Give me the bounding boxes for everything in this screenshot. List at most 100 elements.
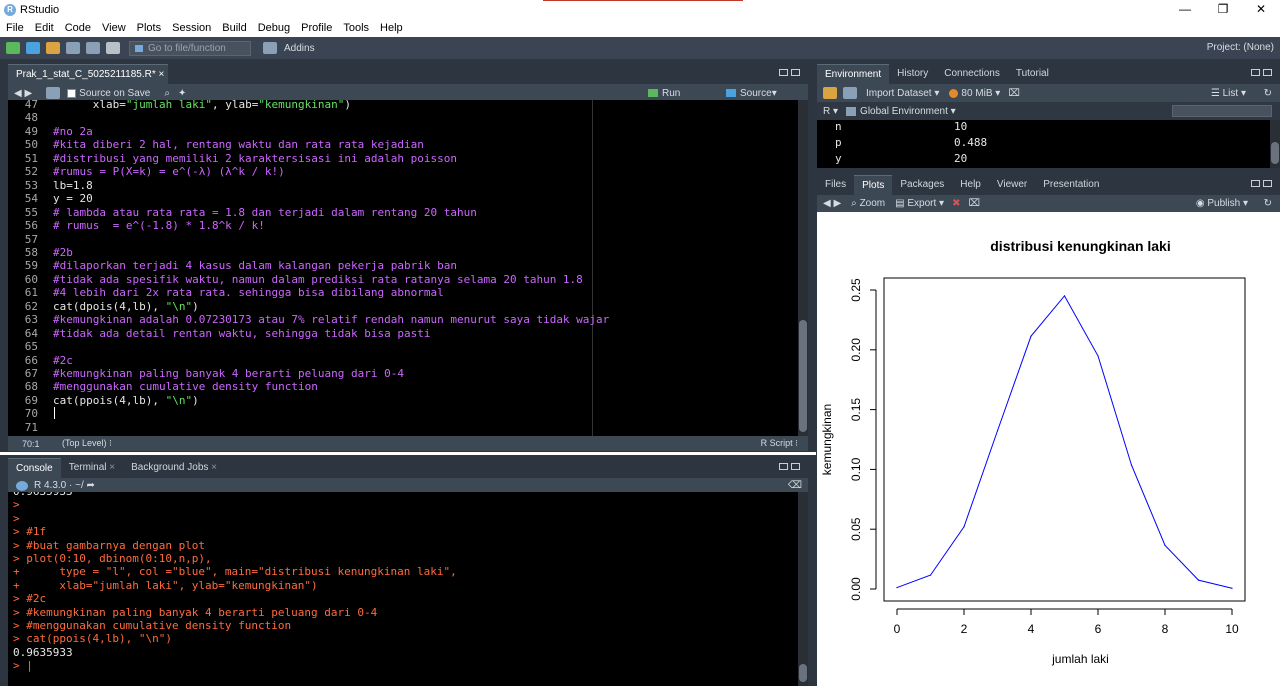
- global-environment-select[interactable]: Global Environment ▾: [860, 105, 956, 117]
- menu-view[interactable]: View: [102, 22, 126, 34]
- clear-plots-icon[interactable]: ⌧: [968, 198, 980, 209]
- scope-label: (Top Level): [62, 438, 107, 448]
- y-tick-label: 0.05: [849, 517, 863, 541]
- tab-files[interactable]: Files: [825, 179, 847, 190]
- menu-debug[interactable]: Debug: [257, 22, 291, 34]
- save-icon[interactable]: [66, 42, 80, 54]
- source-on-save-checkbox[interactable]: [67, 88, 77, 98]
- menu-edit[interactable]: Edit: [34, 22, 54, 34]
- tab-help[interactable]: Help: [960, 179, 981, 190]
- file-type-indicator[interactable]: R Script ⁝: [760, 438, 798, 448]
- source-on-save-label: Source on Save: [79, 87, 151, 99]
- tab-environment[interactable]: Environment: [817, 64, 890, 84]
- import-dataset-button[interactable]: Import Dataset ▾: [866, 87, 940, 99]
- console-window-buttons[interactable]: [776, 462, 800, 473]
- clear-console-icon[interactable]: ⌫: [787, 480, 802, 491]
- scope-indicator[interactable]: (Top Level) ⁝: [62, 438, 112, 448]
- plots-window-buttons[interactable]: [1248, 179, 1272, 190]
- env-variable-row[interactable]: n 10: [817, 119, 1267, 135]
- tab-plots[interactable]: Plots: [854, 175, 893, 195]
- menu-plots[interactable]: Plots: [136, 22, 162, 34]
- export-button[interactable]: ▤ Export ▾: [895, 198, 945, 209]
- console-line: + xlab="jumlah laki", ylab="kemungkinan"…: [13, 578, 318, 592]
- refresh-plot-icon[interactable]: ↻: [1263, 198, 1272, 209]
- env-scrollbar[interactable]: [1270, 120, 1280, 168]
- variable-name: n: [835, 120, 842, 133]
- language-select-label: R: [823, 105, 831, 117]
- minimize-button[interactable]: —: [1179, 2, 1191, 16]
- code-line: #no 2a: [53, 124, 93, 138]
- memory-usage[interactable]: 80 MiB ▾: [961, 87, 1001, 99]
- editor-scrollbar[interactable]: [798, 100, 808, 436]
- menu-tools[interactable]: Tools: [343, 22, 370, 34]
- console-line: > #menggunakan cumulative density functi…: [13, 619, 292, 632]
- broom-icon[interactable]: ⌧: [1008, 87, 1020, 99]
- code-line: # rumus = e^(-1.8) * 1.8^k / k!: [53, 219, 265, 233]
- save-workspace-icon[interactable]: [843, 87, 857, 99]
- remove-plot-icon[interactable]: ✖: [952, 198, 961, 209]
- new-project-icon[interactable]: [26, 42, 40, 54]
- tab-source-file[interactable]: Prak_1_stat_C_5025211185.R* ×: [8, 64, 168, 84]
- open-file-icon[interactable]: [46, 42, 60, 54]
- load-workspace-icon[interactable]: [823, 87, 837, 99]
- x-tick-label: 2: [961, 622, 968, 636]
- env-variable-row[interactable]: y 20: [817, 151, 1267, 167]
- maximize-button[interactable]: ❐: [1217, 2, 1229, 16]
- language-select[interactable]: R ▾: [823, 105, 839, 117]
- run-button[interactable]: Run: [662, 87, 681, 99]
- tab-connections[interactable]: Connections: [944, 68, 1000, 79]
- print-icon[interactable]: [106, 42, 120, 54]
- project-menu[interactable]: Project: (None): [1206, 42, 1274, 53]
- environment-icon: [846, 106, 857, 116]
- x-tick-label: 4: [1028, 622, 1035, 636]
- console-output[interactable]: 0.9635933>>> #1f> #buat gambarnya dengan…: [8, 492, 808, 686]
- source-tabbar: Prak_1_stat_C_5025211185.R* ×: [8, 62, 808, 84]
- menu-session[interactable]: Session: [172, 22, 212, 34]
- memory-icon: [949, 88, 959, 98]
- close-button[interactable]: ✕: [1255, 2, 1267, 16]
- zoom-button[interactable]: ⌕ Zoom: [851, 198, 886, 209]
- code-editor[interactable]: 47 48 49 50 51 52 53 54 55 56 57 58 59 60 61 62 63 64 65 66…: [8, 100, 808, 436]
- title-accent: [543, 0, 743, 1]
- tab-tutorial[interactable]: Tutorial: [1015, 68, 1049, 79]
- grid-layout-icon[interactable]: [263, 42, 277, 54]
- menu-build[interactable]: Build: [222, 22, 247, 34]
- zoom-label: Zoom: [859, 198, 886, 209]
- env-tabbar: Environment History Connections Tutorial: [817, 62, 1280, 84]
- plot-nav-arrows-icon[interactable]: ◀ ▶: [823, 198, 842, 209]
- menu-profile[interactable]: Profile: [301, 22, 333, 34]
- tab-history[interactable]: History: [897, 68, 929, 79]
- back-arrow-icon[interactable]: ◀ ▶: [14, 87, 33, 99]
- search-icon[interactable]: ⌕: [164, 87, 170, 99]
- tab-console[interactable]: Console: [8, 458, 61, 478]
- tab-background-jobs[interactable]: Background Jobs ×: [131, 462, 218, 473]
- source-pane-window-buttons[interactable]: [776, 68, 800, 79]
- code-line: #tidak ada spesifik waktu, namun dalam p…: [53, 272, 583, 286]
- tab-label: Console: [16, 463, 53, 474]
- menu-file[interactable]: File: [6, 22, 24, 34]
- tab-packages[interactable]: Packages: [900, 179, 945, 190]
- env-window-buttons[interactable]: [1248, 68, 1272, 79]
- y-tick-label: 0.10: [849, 457, 863, 481]
- magic-wand-icon[interactable]: ✦: [177, 87, 187, 99]
- publish-button[interactable]: ◉ Publish ▾: [1195, 198, 1248, 209]
- menu-code[interactable]: Code: [64, 22, 91, 34]
- line-number: 54: [24, 192, 38, 206]
- source-button[interactable]: Source: [740, 87, 772, 99]
- env-variable-row[interactable]: p 0.488: [817, 135, 1267, 151]
- tab-presentation[interactable]: Presentation: [1043, 179, 1100, 190]
- addins-menu[interactable]: Addins: [284, 42, 315, 54]
- goto-file-input[interactable]: Go to file/function: [129, 40, 251, 56]
- save-file-icon[interactable]: [46, 87, 61, 99]
- console-scrollbar[interactable]: [798, 492, 808, 686]
- menu-help[interactable]: Help: [380, 22, 403, 34]
- list-view-menu[interactable]: ☰ List ▾: [1210, 87, 1246, 99]
- new-file-icon[interactable]: [6, 42, 20, 54]
- env-search-input[interactable]: [1172, 105, 1272, 117]
- tab-terminal[interactable]: Terminal ×: [68, 462, 116, 473]
- refresh-icon[interactable]: ↻: [1263, 87, 1272, 99]
- line-number: 62: [24, 299, 38, 313]
- save-all-icon[interactable]: [86, 42, 100, 54]
- text-cursor: [54, 407, 55, 420]
- tab-viewer[interactable]: Viewer: [996, 179, 1028, 190]
